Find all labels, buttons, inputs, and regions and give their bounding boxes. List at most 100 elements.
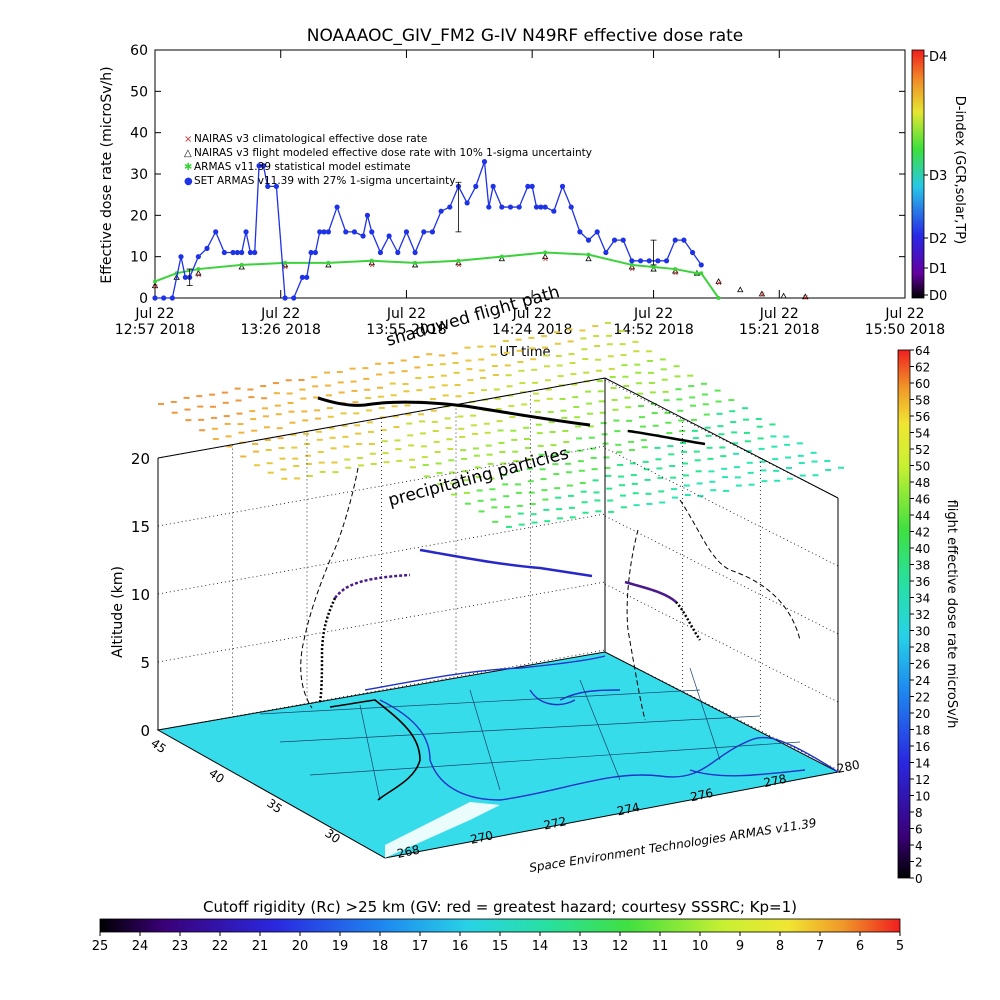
armas-point bbox=[464, 200, 470, 206]
dose-cloud-dash bbox=[547, 410, 554, 413]
dose-cloud-dash bbox=[608, 510, 615, 513]
dose-cloud-dash bbox=[357, 456, 364, 459]
y-tick-label: 60 bbox=[130, 43, 148, 59]
dose-cloud-dash bbox=[428, 376, 435, 379]
dose-cloud-dash bbox=[704, 426, 711, 429]
dose-cloud-dash bbox=[388, 371, 395, 374]
dose-cloud-dash bbox=[634, 363, 641, 366]
dose-tick-label: 64 bbox=[915, 344, 930, 358]
dose-cloud-dash bbox=[261, 397, 268, 400]
globe-surface bbox=[156, 651, 840, 859]
dose-cloud-dash bbox=[559, 397, 566, 400]
dose-cloud-dash bbox=[342, 435, 349, 438]
dose-cloud-dash bbox=[772, 458, 779, 461]
dose-cloud-dash bbox=[471, 432, 478, 435]
dose-cloud-dash bbox=[682, 474, 689, 477]
dose-cloud-dash bbox=[589, 447, 596, 450]
nairas-model-point bbox=[585, 255, 592, 262]
rc-tick-label: 14 bbox=[532, 939, 549, 954]
dose-cloud-dash bbox=[367, 421, 374, 424]
dose-cloud-dash bbox=[490, 353, 497, 356]
armas-point bbox=[317, 229, 323, 235]
nairas-clim-point: × bbox=[195, 270, 202, 279]
dose-cloud-dash bbox=[514, 483, 521, 486]
dose-cloud-dash bbox=[666, 432, 673, 435]
dose-cloud-dash bbox=[731, 431, 738, 434]
dose-cloud-dash bbox=[618, 330, 625, 333]
armas-point bbox=[395, 249, 401, 256]
nairas-model-point bbox=[628, 263, 636, 270]
dose-cloud-dash bbox=[183, 396, 190, 399]
legend-marker-armas-stat: ✱ bbox=[184, 162, 192, 173]
dose-cloud-dash bbox=[302, 419, 309, 422]
dose-cloud-dash bbox=[492, 520, 499, 523]
dose-cloud-dash bbox=[400, 359, 407, 362]
dose-cloud-dash bbox=[377, 395, 384, 398]
dose-cloud-dash bbox=[647, 359, 654, 362]
dose-cloud-dash bbox=[582, 511, 589, 514]
nairas-clim-point: × bbox=[802, 293, 809, 302]
dose-cloud-dash bbox=[541, 335, 548, 338]
dose-cloud-dash bbox=[568, 353, 575, 356]
dose-cloud-dash bbox=[581, 348, 588, 351]
x-tick-date: Jul 22 bbox=[386, 306, 426, 322]
dose-cloud-dash bbox=[415, 376, 422, 379]
y-tick-label: 0 bbox=[139, 291, 148, 307]
dose-cloud-dash bbox=[291, 446, 298, 449]
dose-cloud-dash bbox=[595, 358, 602, 361]
d-index-label: D-index (GCR,solar,TP) bbox=[952, 96, 967, 244]
dose-cloud-dash bbox=[353, 412, 360, 415]
dose-cloud-dash bbox=[463, 491, 470, 494]
dose-cloud-dash bbox=[603, 456, 610, 459]
dose-cloud-dash bbox=[324, 371, 331, 374]
dose-cloud-dash bbox=[580, 490, 587, 493]
dose-cloud-dash bbox=[600, 422, 607, 425]
dose-cloud-dash bbox=[587, 425, 594, 428]
z-axis-label: Altitude (km) bbox=[110, 566, 126, 658]
dose-cloud-dash bbox=[658, 490, 665, 493]
dose-cloud-dash bbox=[543, 365, 550, 368]
rc-tick-label: 5 bbox=[896, 939, 904, 954]
dose-cloud-dash bbox=[785, 467, 792, 470]
dose-cloud-dash bbox=[340, 412, 347, 415]
dose-cloud-dash bbox=[567, 494, 574, 497]
grid-line bbox=[604, 515, 839, 635]
d-index-tick-label: D2 bbox=[929, 232, 947, 247]
dose-cloud-dash bbox=[500, 462, 507, 465]
dose-cloud-dash bbox=[196, 395, 203, 398]
armas-point bbox=[490, 183, 496, 189]
dose-cloud-dash bbox=[693, 450, 700, 453]
dose-cloud-dash bbox=[439, 363, 446, 366]
lon-tick-label: 276 bbox=[689, 786, 714, 804]
dose-cloud-dash bbox=[529, 503, 536, 506]
dose-cloud-dash bbox=[438, 354, 445, 357]
dose-cloud-dash bbox=[274, 404, 281, 407]
dose-cloud-dash bbox=[332, 471, 339, 474]
dose-cloud-dash bbox=[314, 417, 321, 420]
dose-cloud-dash bbox=[486, 453, 493, 456]
armas-point bbox=[213, 229, 219, 235]
dose-cloud-dash bbox=[311, 376, 318, 379]
dose-cloud-dash bbox=[496, 420, 503, 423]
dose-tick-label: 22 bbox=[915, 691, 930, 705]
dose-cloud-dash bbox=[797, 454, 804, 457]
dose-cloud-dash bbox=[414, 366, 421, 369]
dose-cloud-dash bbox=[365, 397, 372, 400]
lon-tick-label: 278 bbox=[762, 772, 787, 790]
dose-cloud-dash bbox=[651, 412, 658, 415]
armas-point bbox=[538, 204, 544, 210]
rc-tick-label: 12 bbox=[612, 939, 629, 954]
dose-cloud-dash bbox=[633, 504, 640, 507]
dose-cloud-dash bbox=[514, 470, 521, 473]
dose-cloud-dash bbox=[405, 413, 412, 416]
dose-cloud-dash bbox=[450, 482, 457, 485]
dose-cloud-dash bbox=[555, 354, 562, 357]
dose-cloud-dash bbox=[534, 410, 541, 413]
dose-tick-label: 42 bbox=[915, 526, 930, 540]
dose-cloud-dash bbox=[773, 469, 780, 472]
dose-cloud-dash bbox=[730, 421, 737, 424]
dose-cloud-dash bbox=[620, 354, 627, 357]
dose-cloud-dash bbox=[416, 389, 423, 392]
dose-cloud-dash bbox=[659, 501, 666, 504]
dose-cloud-dash bbox=[504, 506, 511, 509]
